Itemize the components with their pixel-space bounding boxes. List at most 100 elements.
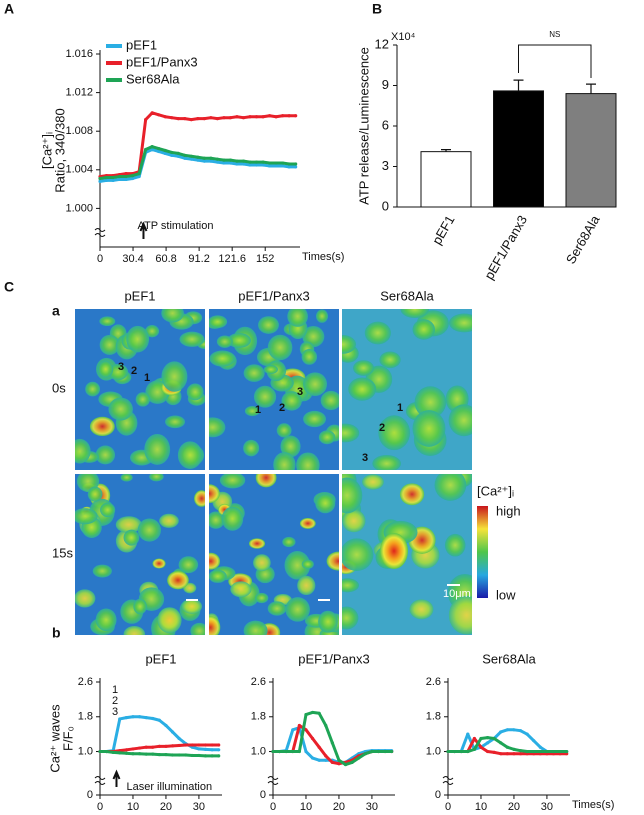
data-point xyxy=(304,712,308,717)
cell xyxy=(178,556,199,574)
cell xyxy=(209,511,225,529)
data-point xyxy=(324,758,328,762)
data-point xyxy=(505,752,509,756)
y-tick-label: 1.016 xyxy=(65,48,93,60)
cell xyxy=(194,490,205,507)
colorbar-title: [Ca²⁺]ᵢ xyxy=(477,483,514,498)
data-point xyxy=(565,749,569,754)
data-point xyxy=(124,174,128,179)
data-point xyxy=(459,749,463,754)
cell xyxy=(342,477,363,514)
cell xyxy=(444,533,466,557)
data-point xyxy=(144,147,148,152)
x-tick-label: 0 xyxy=(97,253,103,265)
data-point xyxy=(151,745,155,749)
cell xyxy=(353,360,374,376)
cell xyxy=(75,589,96,608)
micrograph xyxy=(75,309,205,470)
data-point xyxy=(137,752,142,756)
cell xyxy=(179,331,205,347)
cell xyxy=(399,483,425,506)
annotation: NS xyxy=(549,30,560,39)
cell xyxy=(95,445,116,465)
data-point xyxy=(144,752,148,756)
cell xyxy=(133,598,147,615)
cell xyxy=(267,334,293,361)
data-point xyxy=(170,753,175,757)
cell xyxy=(342,538,374,571)
data-point xyxy=(150,111,154,115)
y-tick-label: 2.6 xyxy=(426,676,441,688)
cell xyxy=(152,558,166,569)
data-point xyxy=(157,752,161,757)
data-point xyxy=(144,118,148,122)
data-point xyxy=(376,749,381,754)
x-axis-label: Times(s) xyxy=(572,799,614,811)
x-tick-label: 60.8 xyxy=(155,253,176,265)
data-point xyxy=(241,159,246,163)
data-point xyxy=(111,175,115,180)
cell xyxy=(326,551,339,571)
cell xyxy=(209,417,226,438)
y-tick-label: 1.8 xyxy=(78,711,93,723)
y-tick-label: 2.6 xyxy=(251,676,266,688)
data-point xyxy=(518,752,523,756)
data-point xyxy=(163,148,167,153)
data-point xyxy=(241,116,246,120)
data-point xyxy=(163,115,167,119)
cell-number: 3 xyxy=(362,452,368,464)
data-point xyxy=(137,746,142,750)
data-point xyxy=(337,758,341,762)
x-tick-label: 152 xyxy=(256,253,274,265)
data-point xyxy=(131,715,135,719)
data-point xyxy=(217,743,221,747)
cell-number: 3 xyxy=(297,386,303,398)
cell xyxy=(95,608,117,632)
data-point xyxy=(512,728,516,732)
data-point xyxy=(485,736,490,740)
cell xyxy=(434,474,467,501)
data-point xyxy=(241,162,246,166)
cell-number: 1 xyxy=(144,372,150,384)
data-point xyxy=(310,710,315,715)
data-point xyxy=(203,747,208,751)
axis-break xyxy=(94,776,106,785)
axis-break xyxy=(442,776,454,785)
data-point xyxy=(512,747,516,751)
data-point xyxy=(217,748,221,752)
data-point xyxy=(196,117,200,121)
cell xyxy=(273,452,296,470)
axis-break xyxy=(267,776,279,785)
cell xyxy=(75,438,91,464)
data-point xyxy=(209,116,213,120)
cell xyxy=(177,441,203,469)
data-point xyxy=(111,750,115,755)
x-tick-label: 10 xyxy=(127,801,139,813)
data-point xyxy=(164,723,168,728)
y-tick-label: 1.004 xyxy=(65,164,93,176)
data-point xyxy=(176,154,180,158)
data-point xyxy=(532,749,536,754)
cell xyxy=(448,404,472,437)
data-point xyxy=(532,739,536,743)
cell xyxy=(318,430,336,445)
data-point xyxy=(330,760,334,765)
cell xyxy=(209,315,228,329)
cell xyxy=(364,321,391,345)
cell xyxy=(100,502,116,518)
data-point xyxy=(291,749,295,754)
cell xyxy=(253,554,271,572)
panel-label: a xyxy=(52,303,60,319)
data-point xyxy=(317,745,321,749)
x-tick-label: 20 xyxy=(508,801,520,813)
data-point xyxy=(197,747,201,751)
colorbar-label: high xyxy=(496,503,521,518)
cell xyxy=(209,484,220,504)
data-point xyxy=(466,732,470,736)
data-point xyxy=(485,741,490,745)
data-point xyxy=(189,157,193,161)
data-point xyxy=(297,749,301,754)
data-point xyxy=(104,178,109,183)
data-point xyxy=(196,155,200,159)
